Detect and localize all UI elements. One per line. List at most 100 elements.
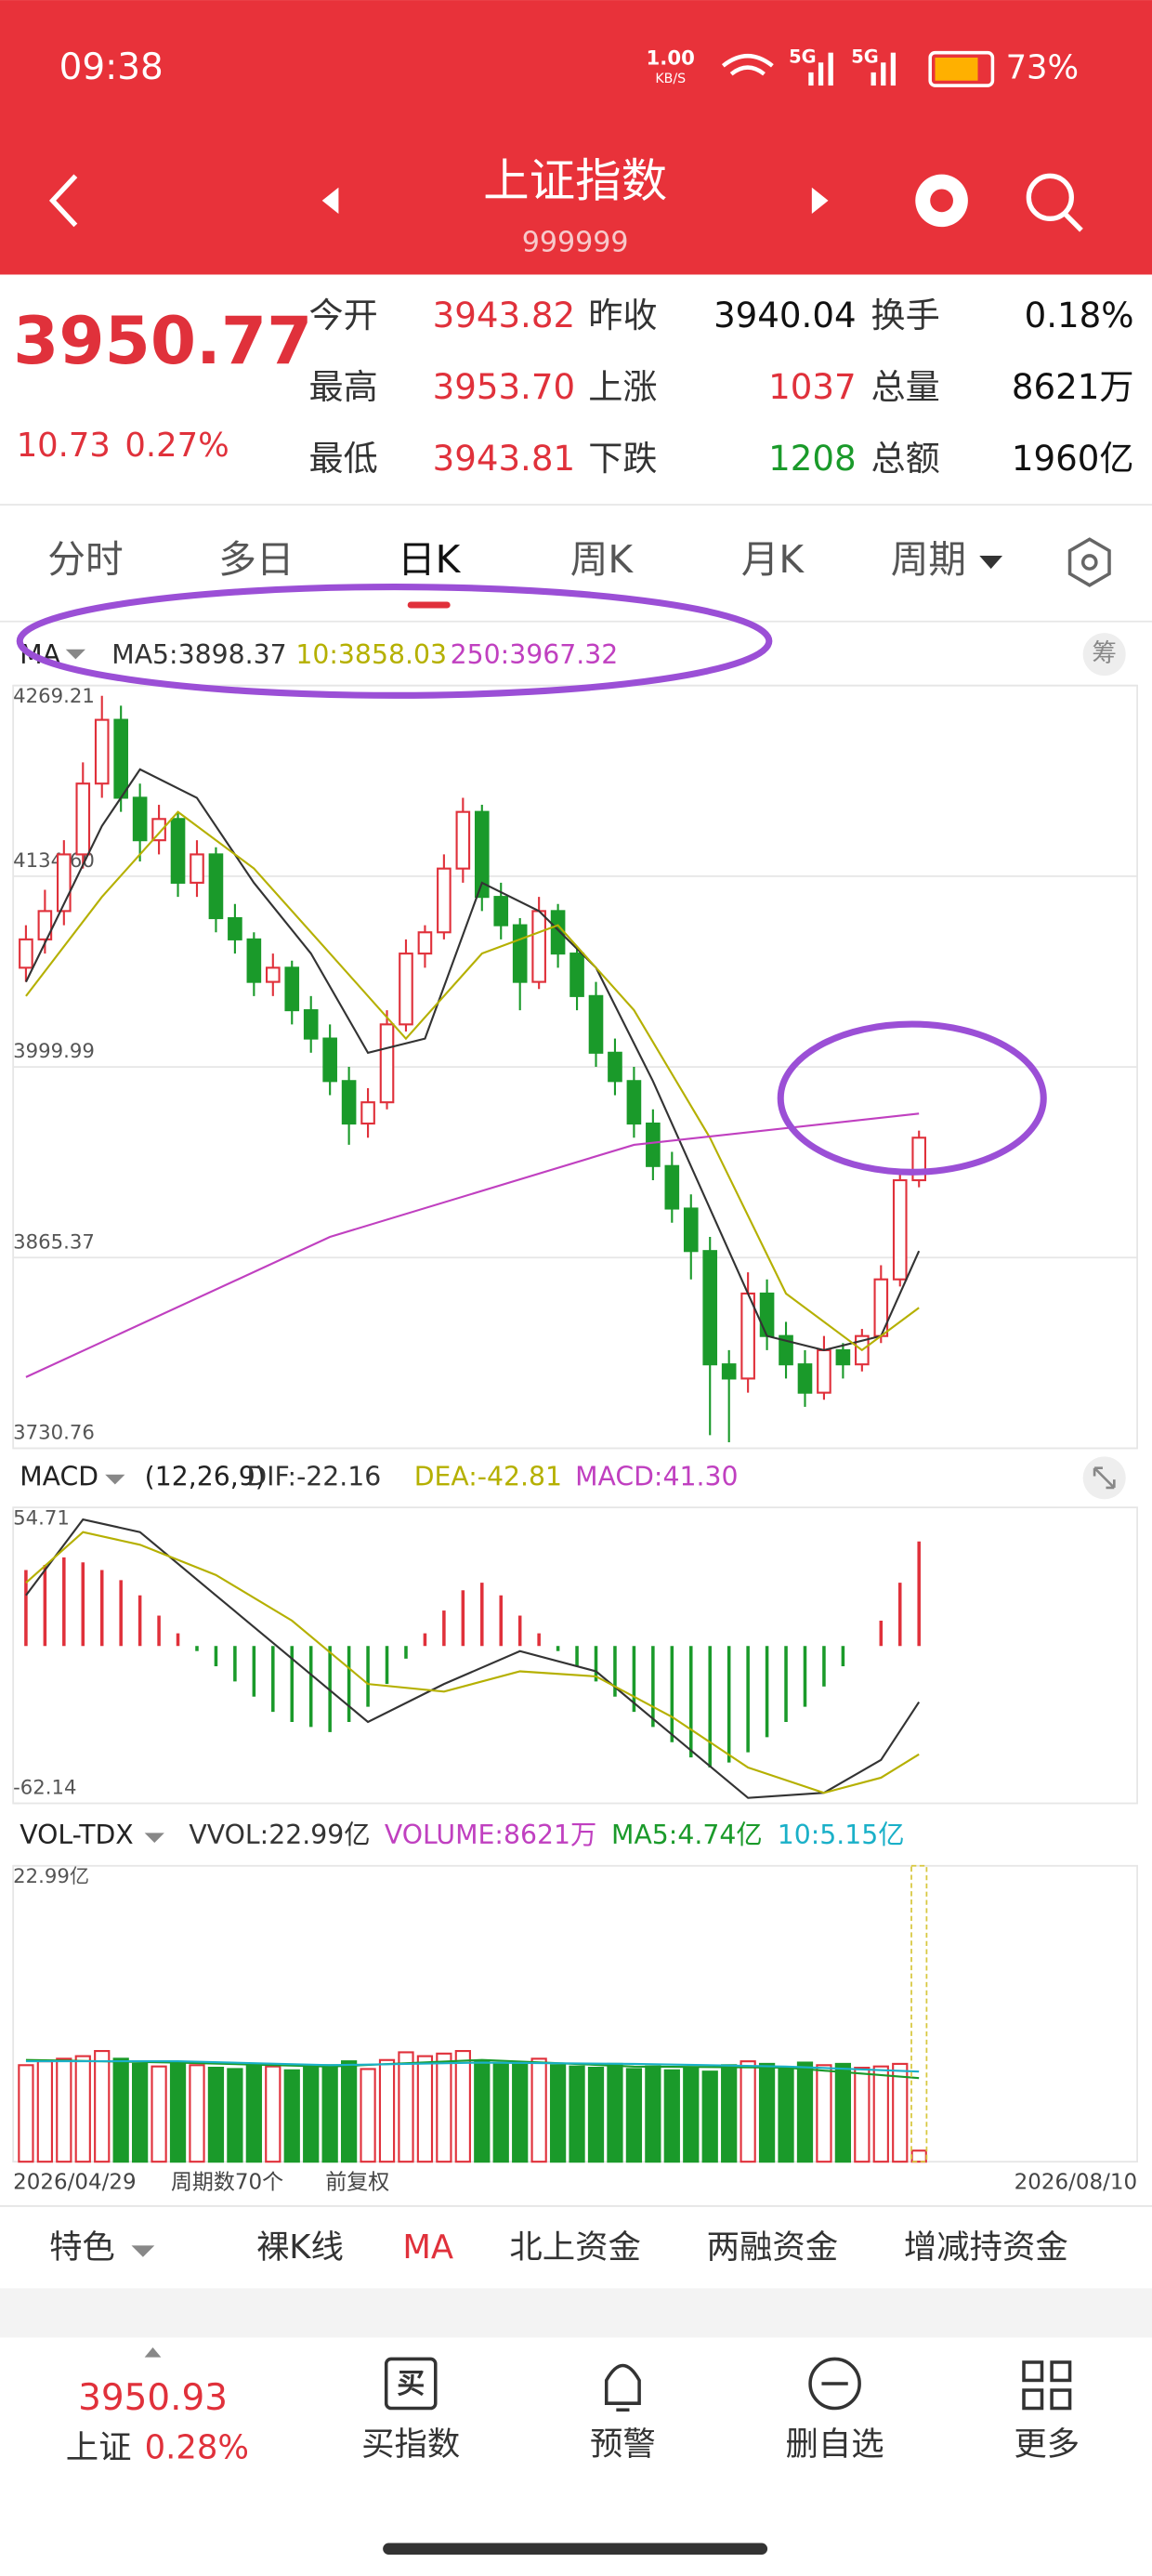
chip-button[interactable] bbox=[1082, 633, 1126, 677]
candle-body bbox=[246, 938, 262, 983]
volume-bar bbox=[492, 2062, 509, 2163]
candle-body bbox=[360, 1101, 375, 1125]
indicator[interactable]: MACD bbox=[20, 1461, 98, 1492]
prev-button[interactable] bbox=[321, 187, 339, 215]
field-value: 3953.70 bbox=[433, 367, 576, 407]
feature-tab[interactable]: 两融资金 bbox=[707, 2228, 838, 2267]
more-icon bbox=[1022, 2360, 1072, 2411]
macd-panel bbox=[12, 1506, 1138, 1805]
action-button[interactable]: 删自选 bbox=[786, 2425, 884, 2464]
volume-bar bbox=[112, 2057, 129, 2163]
expand-icon bbox=[1093, 1466, 1116, 1490]
speed: 1.00 bbox=[647, 47, 695, 71]
battery bbox=[928, 50, 995, 87]
bottom-name: 上证 bbox=[66, 2429, 132, 2467]
volume-bar bbox=[683, 2067, 700, 2163]
feature-tab[interactable]: 裸K线 bbox=[256, 2228, 344, 2267]
feature-tab[interactable]: MA bbox=[402, 2228, 453, 2267]
indicator[interactable]: VOL-TDX bbox=[20, 1820, 133, 1850]
tab[interactable]: 分时 bbox=[47, 537, 123, 582]
back-button[interactable] bbox=[48, 174, 78, 228]
legend-item: VOLUME:8621万 bbox=[385, 1820, 596, 1850]
volume-bar bbox=[569, 2065, 585, 2163]
y-tick-label: 3865.37 bbox=[13, 1230, 95, 1254]
tab[interactable]: 周K bbox=[570, 537, 635, 582]
candle-body bbox=[797, 1363, 813, 1394]
tab[interactable]: 多日 bbox=[218, 537, 294, 582]
volume-bar bbox=[132, 2062, 149, 2163]
signal-label: 5G bbox=[851, 46, 878, 67]
volume-bar bbox=[283, 2069, 300, 2163]
field-value: 3943.82 bbox=[433, 296, 576, 335]
volume-bar bbox=[872, 2065, 889, 2163]
action-button[interactable]: 预警 bbox=[590, 2425, 656, 2464]
signal-icons bbox=[808, 52, 897, 86]
candle-body bbox=[646, 1122, 661, 1167]
x-label: 2026/08/10 bbox=[1015, 2171, 1137, 2195]
alert-icon bbox=[604, 2363, 641, 2412]
field-label: 换手 bbox=[871, 296, 940, 335]
volume-bar bbox=[740, 2060, 756, 2163]
legend-item: DEA:-42.81 bbox=[414, 1461, 562, 1492]
tab[interactable]: 日K bbox=[398, 537, 462, 582]
battery-level bbox=[935, 57, 978, 81]
change-pct: 0.27% bbox=[124, 427, 229, 465]
volume-bar bbox=[645, 2065, 661, 2163]
volume-bar bbox=[74, 2055, 91, 2163]
home-indicator bbox=[383, 2543, 768, 2555]
volume-bar bbox=[549, 2064, 567, 2163]
field-value: 1208 bbox=[768, 439, 856, 479]
feature-tab[interactable]: 北上资金 bbox=[509, 2228, 640, 2267]
next-button[interactable] bbox=[811, 187, 829, 215]
volume-bar bbox=[36, 2060, 53, 2163]
candle-body bbox=[37, 910, 53, 940]
dropdown-arrow bbox=[105, 1474, 125, 1485]
candle-body bbox=[835, 1348, 851, 1366]
tab[interactable]: 周期 bbox=[891, 537, 966, 582]
candle-body bbox=[683, 1207, 699, 1253]
wifi-icon bbox=[721, 54, 774, 76]
search-button[interactable] bbox=[1026, 173, 1074, 221]
feature-tab[interactable]: 特色 bbox=[49, 2228, 115, 2267]
y-tick-label: 4269.21 bbox=[13, 685, 95, 708]
volume-bar bbox=[436, 2052, 452, 2163]
volume-bar bbox=[816, 2064, 832, 2163]
volume-bar bbox=[454, 2050, 471, 2163]
buy-icon-text: 买 bbox=[397, 2368, 425, 2400]
header-bg bbox=[0, 0, 1152, 275]
candle-body bbox=[170, 818, 186, 884]
candle-body bbox=[550, 910, 566, 955]
field-label: 总额 bbox=[871, 439, 940, 479]
annotation-circle bbox=[777, 1020, 1047, 1176]
volume-bar bbox=[701, 2070, 718, 2163]
candle-body bbox=[759, 1292, 775, 1337]
volume-bar bbox=[474, 2060, 491, 2163]
y-tick-label: 54.71 bbox=[13, 1507, 70, 1531]
dropdown-arrow bbox=[131, 2245, 155, 2257]
indicator-line bbox=[24, 768, 921, 1351]
volume-bar bbox=[778, 2068, 794, 2163]
tab[interactable]: 月K bbox=[741, 537, 805, 582]
volume-bar bbox=[56, 2057, 72, 2163]
legend-item: 10:5.15亿 bbox=[778, 1820, 905, 1850]
field-value: 8621万 bbox=[1012, 367, 1134, 407]
clock: 09:38 bbox=[59, 46, 164, 88]
volume-bar bbox=[265, 2065, 281, 2163]
volume-bar bbox=[245, 2062, 262, 2163]
action-button[interactable]: 更多 bbox=[1014, 2425, 1080, 2464]
settings-button[interactable] bbox=[1067, 537, 1111, 587]
volume-bar bbox=[303, 2067, 320, 2163]
candle-body bbox=[702, 1250, 718, 1366]
feature-tab[interactable]: 增减持资金 bbox=[904, 2228, 1068, 2267]
legend-item: MA5:4.74亿 bbox=[611, 1820, 763, 1850]
candle-body bbox=[75, 782, 91, 856]
action-button[interactable]: 买指数 bbox=[361, 2425, 460, 2464]
volume-bar bbox=[94, 2050, 111, 2163]
legend-item: MACD:41.30 bbox=[575, 1461, 738, 1492]
candle-body bbox=[399, 953, 413, 1026]
gap bbox=[0, 2288, 1152, 2338]
params: (12,26,9) bbox=[145, 1461, 266, 1492]
candle-body bbox=[208, 853, 224, 920]
